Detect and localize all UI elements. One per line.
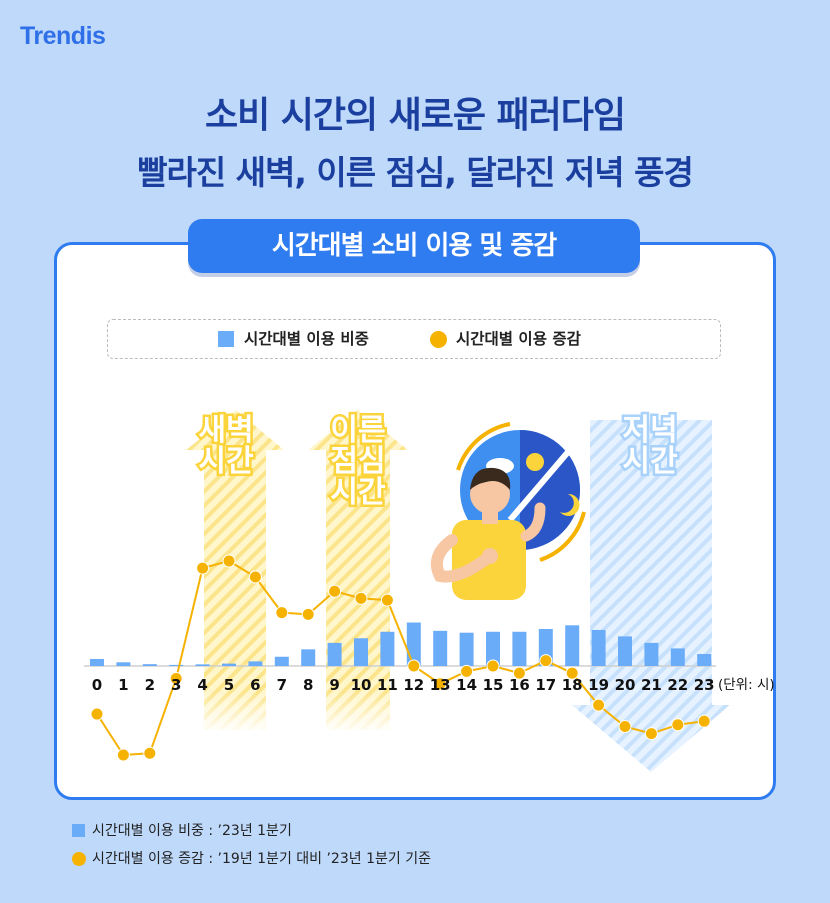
bar-8 <box>301 649 316 666</box>
person-day-night-icon <box>431 422 586 600</box>
bar-16 <box>512 631 527 666</box>
page-subtitle: 빨라진 새벽, 이른 점심, 달라진 저녁 풍경 <box>137 153 694 192</box>
highlight-label: 새벽 <box>198 413 253 448</box>
chart-legend: 시간대별 이용 비중 시간대별 이용 증감 <box>107 319 721 359</box>
x-tick-label: 9 <box>329 676 339 694</box>
bar-23 <box>697 653 712 666</box>
x-tick-label: 14 <box>456 676 477 694</box>
point-20 <box>618 720 632 734</box>
bar-19 <box>591 629 606 666</box>
point-2 <box>143 746 157 760</box>
bar-6 <box>248 661 263 666</box>
point-16 <box>512 666 526 680</box>
bar-2 <box>142 664 157 666</box>
x-tick-label: 7 <box>277 676 287 694</box>
point-6 <box>248 570 262 584</box>
bar-10 <box>354 638 368 666</box>
x-tick-label: 17 <box>535 676 556 694</box>
bar-0 <box>90 658 104 666</box>
point-1 <box>116 748 130 762</box>
point-9 <box>328 584 342 598</box>
x-tick-label: 4 <box>197 676 207 694</box>
point-7 <box>275 606 289 620</box>
bar-14 <box>459 632 474 666</box>
bar-5 <box>222 663 236 666</box>
highlight-label: 시간 <box>198 444 254 479</box>
x-tick-label: 21 <box>641 676 662 694</box>
bar-18 <box>565 625 580 666</box>
bar-4 <box>195 664 210 666</box>
bar-15 <box>486 631 500 666</box>
legend-label: 시간대별 이용 증감 <box>456 330 581 348</box>
x-tick-label: 23 <box>694 676 715 694</box>
point-4 <box>196 561 210 575</box>
footnotes: 시간대별 이용 비중 : ’23년 1분기 시간대별 이용 증감 : ’19년 … <box>72 820 431 876</box>
footnote-text: 시간대별 이용 비중 : ’23년 1분기 <box>92 823 292 839</box>
footnote-square-icon <box>72 824 85 837</box>
x-tick-label: 22 <box>667 676 688 694</box>
x-tick-label: 20 <box>615 676 636 694</box>
x-tick-label: 6 <box>250 676 260 694</box>
chart-title: 시간대별 소비 이용 및 증감 <box>188 219 640 273</box>
x-tick-label: 2 <box>145 676 155 694</box>
point-17 <box>539 654 553 668</box>
point-5 <box>222 554 236 568</box>
point-10 <box>354 591 368 605</box>
highlight-label: 저녁 <box>622 413 677 448</box>
point-19 <box>592 698 606 712</box>
x-tick-label: 0 <box>92 676 102 694</box>
unit-label: (단위: 시) <box>718 677 775 693</box>
page-title: 소비 시간의 새로운 패러다임 <box>204 95 626 136</box>
bar-3 <box>169 664 184 666</box>
point-8 <box>301 607 315 621</box>
point-18 <box>565 666 579 680</box>
point-21 <box>644 727 658 741</box>
x-tick-label: 12 <box>403 676 424 694</box>
x-tick-label: 16 <box>509 676 530 694</box>
legend-label: 시간대별 이용 비중 <box>244 330 369 348</box>
point-14 <box>460 664 474 678</box>
point-23 <box>697 714 711 728</box>
x-tick-label: 5 <box>224 676 234 694</box>
bar-11 <box>380 631 395 666</box>
bar-22 <box>670 648 685 666</box>
x-tick-label: 18 <box>562 676 583 694</box>
highlight-label: 시간 <box>330 475 386 510</box>
highlight-evening <box>572 420 730 772</box>
footnote-text: 시간대별 이용 증감 : ’19년 1분기 대비 ’23년 1분기 기준 <box>92 851 431 867</box>
footnote-share: 시간대별 이용 비중 : ’23년 1분기 <box>72 820 431 842</box>
highlight-label: 이른 <box>330 413 385 448</box>
bar-7 <box>274 656 289 666</box>
footnote-circle-icon <box>72 852 86 866</box>
x-tick-label: 19 <box>588 676 609 694</box>
bar-13 <box>433 630 448 666</box>
brand-logo: Trendis <box>20 22 106 50</box>
point-11 <box>380 593 394 607</box>
legend-circle-icon <box>430 330 447 348</box>
bar-21 <box>644 642 659 666</box>
bar-12 <box>406 622 421 666</box>
highlight-label: 점심 <box>330 444 385 479</box>
x-tick-label: 1 <box>118 676 128 694</box>
bar-20 <box>618 636 632 666</box>
legend-square-icon <box>218 331 234 347</box>
footnote-change: 시간대별 이용 증감 : ’19년 1분기 대비 ’23년 1분기 기준 <box>72 848 431 870</box>
point-22 <box>671 718 685 732</box>
x-tick-label: 11 <box>377 676 398 694</box>
point-13 <box>433 677 447 691</box>
highlight-label: 시간 <box>622 444 678 479</box>
point-0 <box>90 707 104 721</box>
point-15 <box>486 659 500 673</box>
point-12 <box>407 659 421 673</box>
point-3 <box>169 671 183 685</box>
x-tick-label: 13 <box>430 676 451 694</box>
x-tick-label: 3 <box>171 676 181 694</box>
x-tick-label: 15 <box>483 676 504 694</box>
x-tick-label: 10 <box>351 676 372 694</box>
x-tick-label: 8 <box>303 676 313 694</box>
bar-9 <box>327 642 342 666</box>
bar-1 <box>116 662 131 666</box>
